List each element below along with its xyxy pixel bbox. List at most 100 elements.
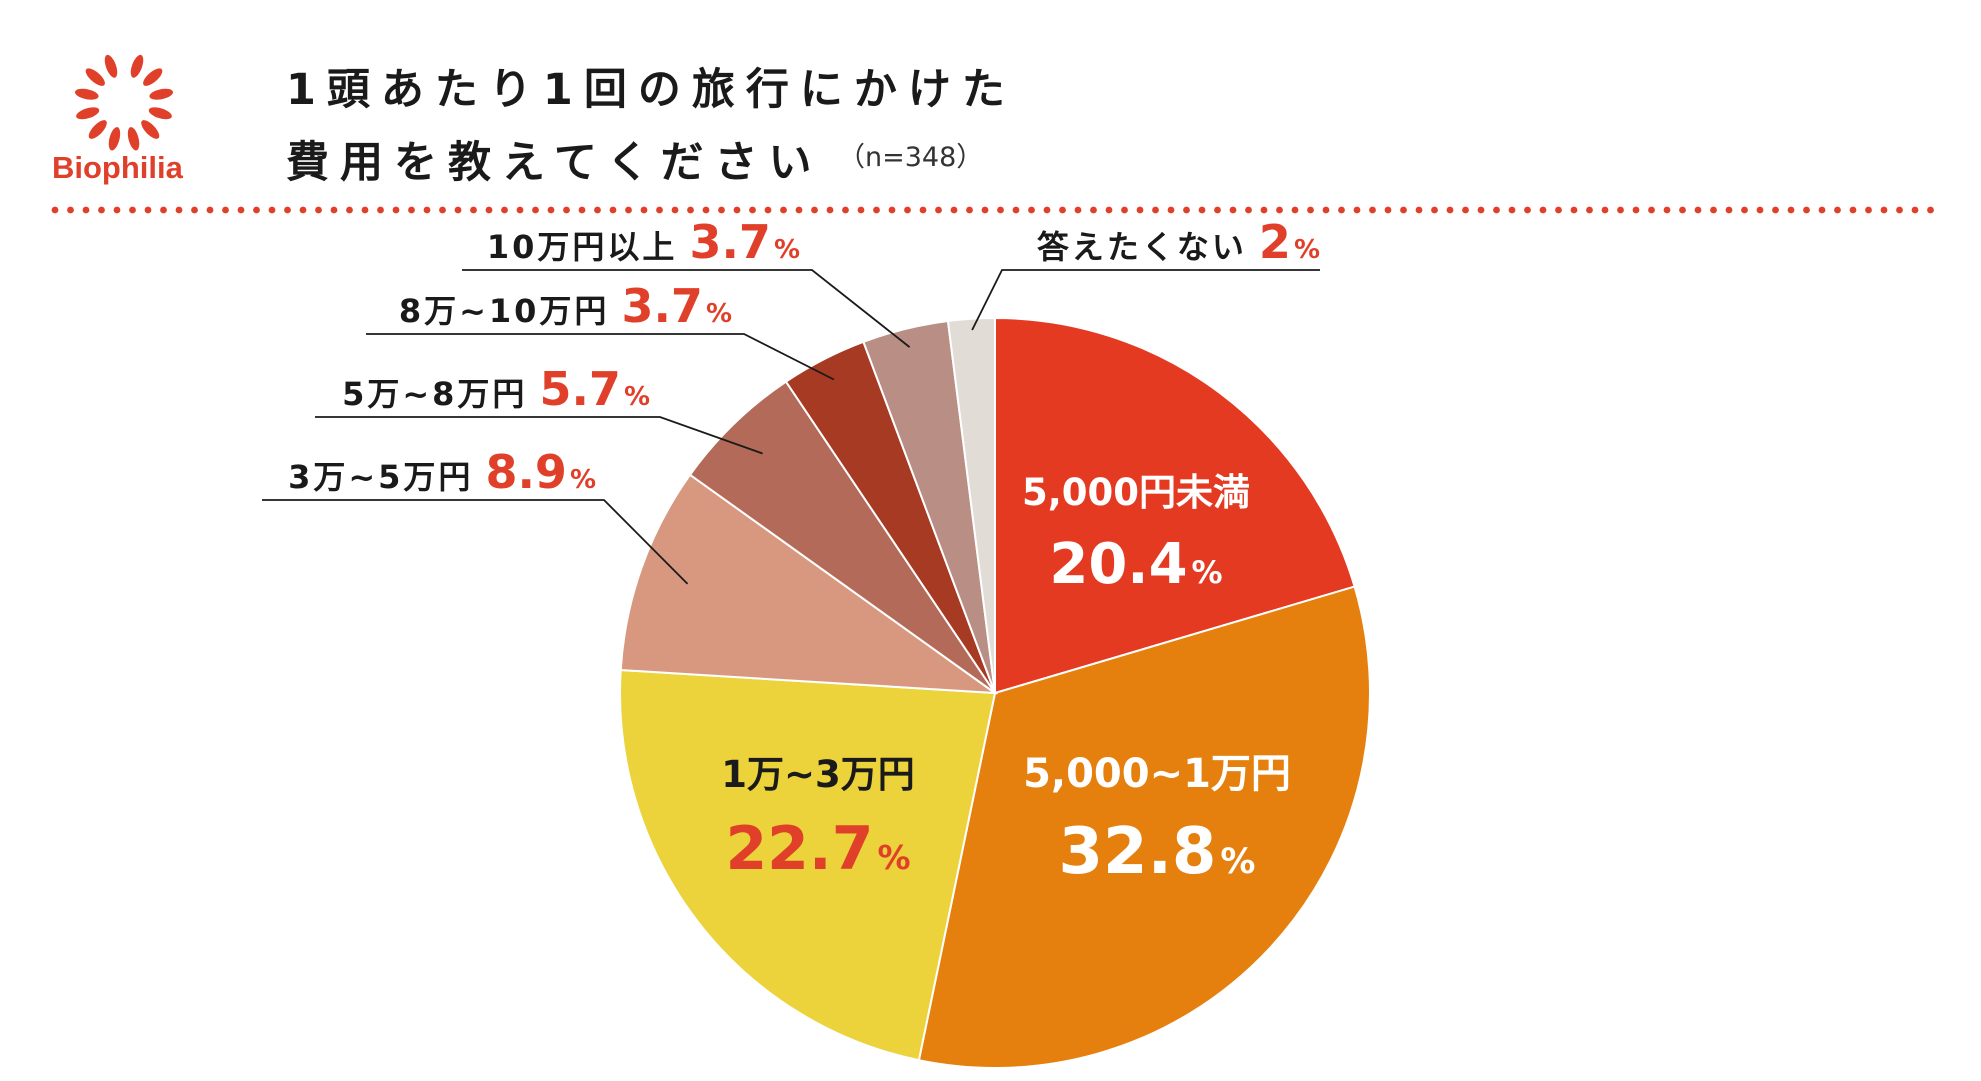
divider-dot — [1477, 206, 1485, 214]
divider-dot — [1384, 206, 1392, 214]
divider-dot — [67, 206, 74, 214]
divider-dot — [1741, 206, 1748, 214]
divider-dot — [129, 206, 136, 214]
divider-dot — [857, 206, 865, 214]
divider-dot — [1183, 206, 1190, 214]
dotted-divider — [51, 206, 1934, 214]
pie-slice — [946, 316, 996, 694]
divider-dot — [377, 206, 384, 214]
divider-dot — [1291, 206, 1299, 214]
divider-dot — [1694, 206, 1702, 214]
divider-dot — [175, 206, 183, 214]
divider-dot — [950, 206, 958, 214]
divider-dot — [532, 206, 539, 214]
divider-dot — [1570, 206, 1578, 214]
divider-dot — [1896, 206, 1903, 214]
divider-dot — [780, 206, 787, 214]
divider-dot — [919, 206, 927, 214]
divider-dot — [904, 206, 911, 214]
divider-dot — [966, 206, 973, 214]
divider-dot — [1090, 206, 1097, 214]
wreath-leaf — [130, 54, 144, 78]
leader-line — [262, 499, 689, 585]
divider-dot — [718, 206, 725, 214]
chart-title-line-2: 費用を教えてください — [286, 138, 823, 188]
divider-dot — [1400, 206, 1407, 214]
divider-dot — [578, 206, 586, 214]
divider-dot — [687, 206, 694, 214]
divider-dot — [1493, 206, 1500, 214]
divider-dot — [1415, 206, 1423, 214]
divider-dot — [702, 206, 710, 214]
divider-dot — [144, 206, 152, 214]
divider-dot — [1214, 206, 1221, 214]
slice-label: 10万円以上 — [487, 228, 678, 266]
leader-line — [462, 269, 911, 348]
divider-dot — [671, 206, 679, 214]
divider-dot — [733, 206, 741, 214]
slice-value: 5.7 — [539, 362, 621, 416]
divider-dot — [1059, 206, 1066, 214]
slice-value: 8.9 — [485, 445, 567, 499]
divider-dot — [1586, 206, 1593, 214]
leader-line — [971, 269, 1320, 331]
leader-line — [366, 333, 835, 381]
wreath-leaf — [127, 127, 140, 151]
divider-dot — [1136, 206, 1144, 214]
divider-dot — [501, 206, 508, 214]
divider-dot — [1601, 206, 1609, 214]
wreath-leaf — [104, 54, 118, 78]
divider-dot — [1710, 206, 1717, 214]
divider-dot — [1880, 206, 1888, 214]
wreath-leaf — [149, 88, 173, 100]
divider-dot — [1927, 206, 1934, 214]
divider-dot — [253, 206, 260, 214]
slice-callout: 10万円以上 3.7% — [487, 215, 800, 269]
divider-dot — [1338, 206, 1345, 214]
wreath-leaf — [108, 127, 121, 151]
slice-callout: 5万~8万円 5.7% — [342, 362, 650, 416]
divider-dot — [1524, 206, 1531, 214]
divider-dot — [299, 206, 307, 214]
divider-dot — [1028, 206, 1035, 214]
divider-dot — [516, 206, 524, 214]
divider-dot — [749, 206, 756, 214]
divider-dot — [1663, 206, 1671, 214]
divider-dot — [1617, 206, 1624, 214]
slice-label: 5,000円未満 — [1022, 471, 1250, 514]
divider-dot — [1121, 206, 1128, 214]
divider-dot — [842, 206, 849, 214]
divider-dot — [594, 206, 601, 214]
divider-dot — [1446, 206, 1454, 214]
divider-dot — [1369, 206, 1376, 214]
pie-slice — [688, 380, 996, 694]
slice-callout: 8万~10万円 3.7% — [399, 279, 732, 333]
divider-dot — [1245, 206, 1252, 214]
divider-dot — [1772, 206, 1779, 214]
pie-slice — [994, 316, 1356, 695]
divider-dot — [1152, 206, 1159, 214]
divider-dot — [764, 206, 772, 214]
divider-dot — [1834, 206, 1841, 214]
divider-dot — [1260, 206, 1268, 214]
divider-dot — [237, 206, 245, 214]
divider-dot — [1462, 206, 1469, 214]
divider-dot — [563, 206, 570, 214]
divider-dot — [1632, 206, 1640, 214]
divider-dot — [1849, 206, 1857, 214]
divider-dot — [640, 206, 648, 214]
divider-dot — [625, 206, 632, 214]
divider-dot — [1725, 206, 1733, 214]
slice-value: 3.7 — [689, 215, 771, 269]
wreath-leaf — [85, 68, 105, 86]
divider-dot — [888, 206, 896, 214]
divider-dot — [160, 206, 167, 214]
pie-slice — [917, 585, 1371, 1069]
chart-title-line-1: 1頭あたり1回の旅行にかけた — [286, 65, 1016, 115]
divider-dot — [1322, 206, 1330, 214]
divider-dot — [1431, 206, 1438, 214]
divider-dot — [1012, 206, 1020, 214]
divider-dot — [1074, 206, 1082, 214]
